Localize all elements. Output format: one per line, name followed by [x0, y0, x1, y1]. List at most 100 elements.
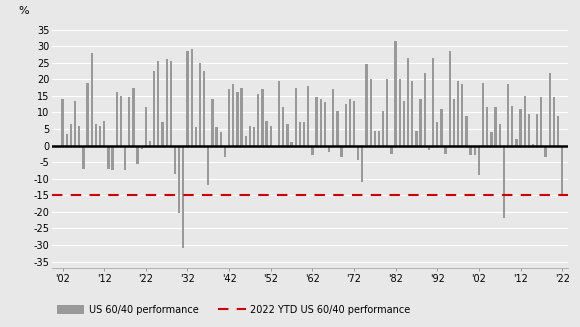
Bar	[428, 146, 430, 150]
Bar	[561, 146, 563, 195]
Bar	[241, 88, 243, 146]
Bar	[270, 126, 272, 146]
Bar	[132, 88, 135, 146]
Bar	[407, 58, 409, 146]
Bar	[207, 146, 209, 185]
Bar	[378, 130, 380, 146]
Bar	[124, 146, 126, 170]
Bar	[261, 89, 263, 146]
Bar	[398, 79, 401, 146]
Bar	[365, 64, 368, 146]
Bar	[165, 59, 168, 146]
Bar	[307, 86, 309, 146]
Bar	[99, 126, 102, 146]
Bar	[82, 146, 85, 169]
Bar	[224, 146, 226, 157]
Bar	[432, 58, 434, 146]
Bar	[161, 122, 164, 146]
Bar	[228, 89, 230, 146]
Bar	[170, 61, 172, 146]
Bar	[140, 146, 143, 149]
Bar	[374, 130, 376, 146]
Bar	[74, 101, 76, 146]
Bar	[274, 146, 276, 147]
Bar	[282, 107, 284, 146]
Bar	[549, 73, 551, 146]
Bar	[332, 89, 334, 146]
Bar	[199, 63, 201, 146]
Bar	[419, 99, 422, 146]
Bar	[257, 94, 259, 146]
Bar	[174, 146, 176, 174]
Bar	[482, 82, 484, 146]
Bar	[457, 81, 459, 146]
Bar	[494, 107, 496, 146]
Bar	[382, 111, 385, 146]
Bar	[345, 104, 347, 146]
Bar	[266, 121, 268, 146]
Bar	[394, 41, 397, 146]
Bar	[245, 136, 247, 146]
Bar	[453, 99, 455, 146]
Bar	[195, 127, 197, 146]
Bar	[524, 96, 526, 146]
Bar	[103, 121, 106, 146]
Bar	[328, 146, 330, 152]
Bar	[249, 126, 251, 146]
Bar	[115, 93, 118, 146]
Bar	[474, 146, 476, 155]
Bar	[95, 124, 97, 146]
Bar	[415, 130, 418, 146]
Bar	[357, 146, 360, 161]
Bar	[291, 142, 293, 146]
Bar	[353, 101, 355, 146]
Bar	[119, 96, 122, 146]
Bar	[182, 146, 184, 248]
Bar	[136, 146, 139, 164]
Bar	[444, 146, 447, 154]
Bar	[528, 114, 530, 146]
Bar	[128, 97, 130, 146]
Bar	[203, 71, 205, 146]
Bar	[190, 49, 193, 146]
Bar	[278, 81, 280, 146]
Bar	[253, 127, 255, 146]
Bar	[465, 116, 467, 146]
Bar	[436, 122, 438, 146]
Bar	[461, 84, 463, 146]
Bar	[557, 116, 559, 146]
Bar	[507, 84, 509, 146]
Bar	[490, 132, 492, 146]
Bar	[149, 141, 151, 146]
Bar	[411, 81, 414, 146]
Bar	[299, 122, 301, 146]
Bar	[232, 84, 234, 146]
Bar	[295, 88, 297, 146]
Bar	[236, 93, 238, 146]
Bar	[157, 61, 160, 146]
Bar	[361, 146, 364, 182]
Bar	[369, 79, 372, 146]
Bar	[386, 79, 389, 146]
Bar	[86, 82, 89, 146]
Bar	[515, 139, 517, 146]
Bar	[423, 73, 426, 146]
Bar	[311, 146, 314, 155]
Bar	[519, 109, 521, 146]
Bar	[61, 99, 64, 146]
Bar	[220, 132, 222, 146]
Bar	[316, 97, 318, 146]
Bar	[324, 102, 326, 146]
Bar	[145, 107, 147, 146]
Bar	[440, 109, 443, 146]
Bar	[78, 126, 81, 146]
Y-axis label: %: %	[19, 6, 29, 15]
Bar	[90, 53, 93, 146]
Bar	[478, 146, 480, 175]
Bar	[178, 146, 180, 214]
Bar	[448, 51, 451, 146]
Bar	[486, 107, 488, 146]
Bar	[211, 99, 213, 146]
Bar	[503, 146, 505, 218]
Bar	[111, 146, 114, 170]
